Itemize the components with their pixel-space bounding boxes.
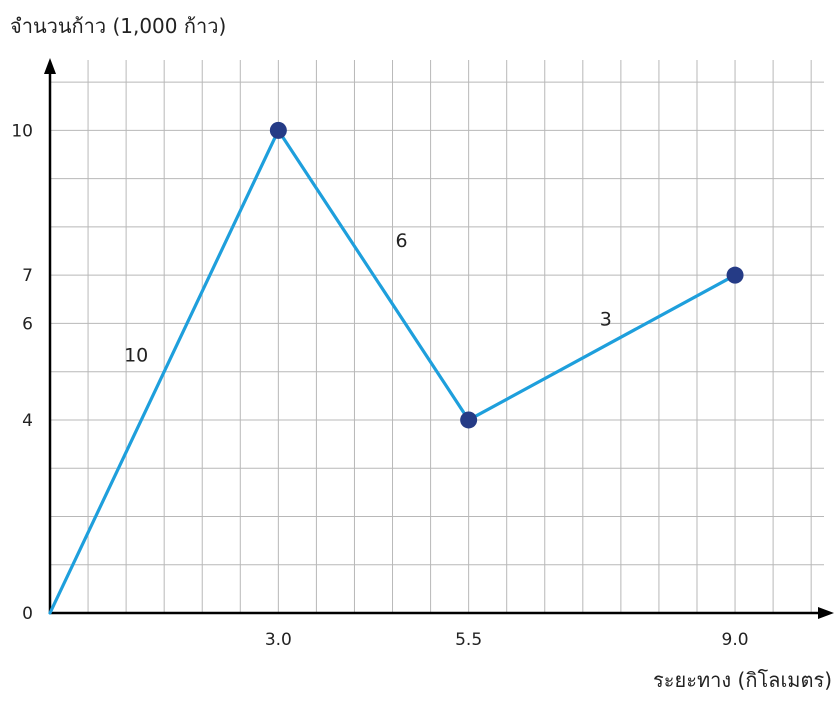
data-point: [269, 121, 287, 139]
x-axis-arrow: [818, 607, 834, 619]
y-tick-label: 6: [22, 314, 33, 334]
series: [48, 121, 744, 615]
labels: 0 4 6 7 10 3.0 5.5 9.0 10 6 3: [11, 121, 748, 650]
data-point: [726, 266, 744, 284]
grid: [50, 60, 824, 613]
y-tick-label: 7: [22, 266, 33, 286]
segment-label: 6: [395, 230, 407, 252]
y-tick-label: 10: [11, 121, 33, 141]
y-axis-arrow: [44, 58, 56, 74]
data-point: [460, 411, 478, 429]
series-line: [48, 128, 737, 615]
axes: [44, 58, 834, 619]
y-tick-label: 4: [22, 411, 33, 431]
x-axis-title: ระยะทาง (กิโลเมตร): [653, 668, 832, 692]
segment-label: 10: [124, 345, 148, 367]
x-tick-label: 5.5: [455, 630, 482, 650]
segment-label: 3: [600, 309, 612, 331]
y-tick-label: 0: [22, 604, 33, 624]
x-tick-label: 9.0: [722, 630, 749, 650]
x-tick-label: 3.0: [265, 630, 292, 650]
y-axis-title: จำนวนก้าว (1,000 ก้าว): [10, 14, 226, 38]
